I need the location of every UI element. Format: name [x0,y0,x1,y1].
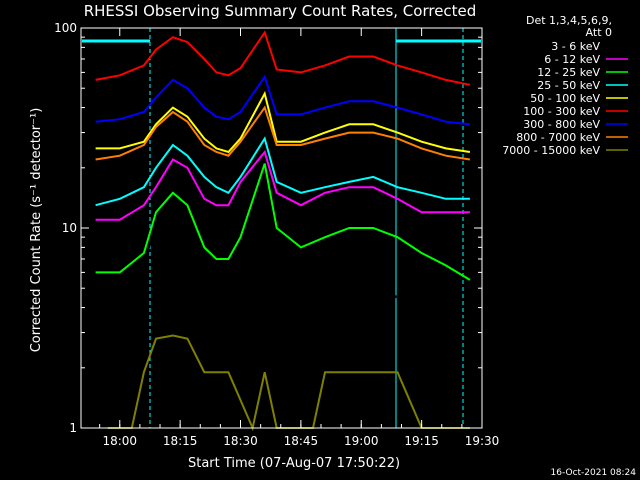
series-line [95,136,470,207]
series-line [95,74,471,126]
x-tick-label: 18:15 [163,434,198,448]
x-tick-label: 18:45 [284,434,319,448]
series-line [95,149,470,221]
x-tick-label: 19:15 [404,434,439,448]
legend-entry-label: 50 - 100 keV [530,92,600,105]
x-tick-label: 19:30 [465,434,500,448]
legend-entry-label: 25 - 50 keV [537,79,600,92]
y-axis-label: Corrected Count Rate (s⁻¹ detector⁻¹) [29,108,44,353]
y-tick-label: 1 [69,421,77,435]
chart-title: RHESSI Observing Summary Count Rates, Co… [84,2,477,20]
y-tick-label: 10 [62,221,77,235]
legend-entry-label: 800 - 7000 keV [516,131,600,144]
x-tick-label: 18:30 [223,434,258,448]
legend-entry-label: 6 - 12 keV [544,53,600,66]
y-tick-label: 100 [54,21,77,35]
x-tick-label: 19:00 [344,434,379,448]
legend-header: Det 1,3,4,5,6,9, [526,14,612,27]
legend-entry-label: 3 - 6 keV [551,40,600,53]
x-tick-label: 18:00 [102,434,137,448]
legend-entry-label: 300 - 800 keV [523,118,600,131]
series-line [95,30,471,86]
y-axis: 1 10 100 [54,21,482,435]
series-line [107,334,470,432]
legend-header: Att 0 [586,26,612,39]
marker-lines [82,28,481,428]
series-group [94,30,471,432]
series-line [95,90,471,154]
legend-entry-label: 12 - 25 keV [537,66,600,79]
series-line [95,105,471,161]
x-axis-label: Start Time (07-Aug-07 17:50:22) [188,456,400,471]
timestamp: 16-Oct-2021 08:24 [551,468,637,478]
legend-entry-label: 100 - 300 keV [523,105,600,118]
x-axis: 18:00 18:15 18:30 18:45 19:00 19:15 19:30 [99,28,500,448]
series-line [95,163,471,281]
legend-entry-label: 7000 - 15000 keV [502,144,600,157]
